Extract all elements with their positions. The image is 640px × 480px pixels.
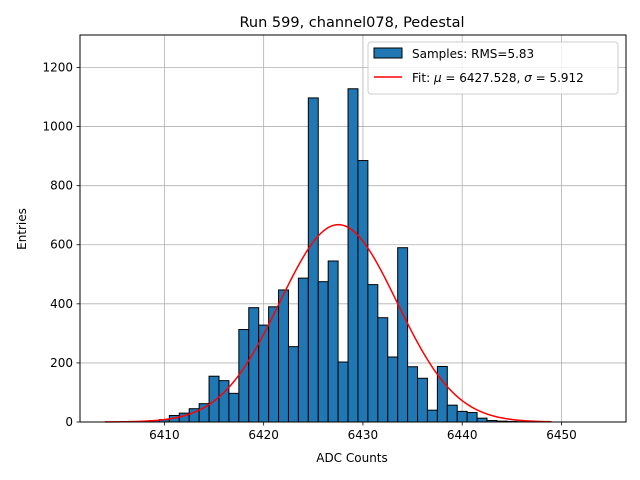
y-tick-label: 600: [50, 238, 73, 252]
histogram-bar: [466, 412, 478, 423]
histogram-bar: [476, 417, 488, 423]
histogram-bar: [307, 97, 319, 423]
legend-fit-label: Fit: μ = 6427.528, σ = 5.912: [412, 71, 584, 85]
histogram-bars: [139, 88, 528, 423]
legend-box: [367, 41, 619, 95]
histogram-bar: [317, 281, 329, 423]
legend-fit-mu-symbol: μ: [433, 71, 442, 85]
histogram-bar: [248, 307, 260, 423]
x-tick-label: 6430: [348, 428, 379, 442]
histogram-bar: [446, 404, 458, 423]
legend-samples-swatch: [373, 47, 403, 59]
histogram-bar: [337, 361, 349, 423]
fit-curve: [104, 223, 552, 423]
legend-fit-mu-value: = 6427.528,: [442, 71, 525, 85]
legend-samples-label: Samples: RMS=5.83: [412, 47, 534, 61]
legend-fit-sigma-symbol: σ: [524, 71, 532, 85]
x-tick-label: 6450: [546, 428, 577, 442]
x-tick-label: 6440: [447, 428, 478, 442]
legend: Samples: RMS=5.83 Fit: μ = 6427.528, σ =…: [367, 41, 619, 95]
histogram-bar: [327, 260, 339, 423]
histogram-bar: [417, 377, 428, 423]
histogram-bar: [278, 289, 289, 423]
plot-frame: [79, 34, 627, 423]
x-tick-label: 6410: [149, 428, 180, 442]
histogram-bar: [238, 329, 250, 423]
y-axis-ticks: 0 200 400 600 800 1000 1200: [42, 60, 80, 429]
histogram-bar: [407, 366, 419, 423]
y-tick-label: 0: [65, 415, 73, 429]
chart-title: Run 599, channel078, Pedestal: [239, 15, 464, 31]
x-axis-ticks: 6410 6420 6430 6440 6450: [149, 422, 577, 442]
legend-fit-prefix: Fit:: [412, 71, 434, 85]
legend-fit-sigma-value: = 5.912: [532, 71, 584, 85]
histogram-bar: [436, 365, 448, 423]
histogram-bar: [456, 410, 468, 423]
histogram-bar: [297, 277, 309, 423]
histogram-bar: [198, 403, 210, 423]
histogram-bar: [397, 247, 409, 423]
y-tick-label: 400: [50, 297, 73, 311]
y-tick-label: 800: [50, 179, 73, 193]
x-axis-label: ADC Counts: [316, 451, 388, 465]
histogram-bar: [218, 380, 230, 423]
fit-curve-layer: [104, 223, 552, 423]
y-tick-label: 1200: [42, 60, 73, 74]
y-tick-label: 200: [50, 356, 73, 370]
x-tick-label: 6420: [248, 428, 279, 442]
histogram-bar: [426, 409, 438, 423]
y-tick-label: 1000: [42, 120, 73, 134]
histogram-bar: [228, 392, 240, 423]
histogram-bar: [347, 88, 359, 423]
histogram-bar: [268, 306, 280, 423]
histogram-bar: [387, 356, 399, 423]
histogram-bar: [287, 346, 299, 423]
y-axis-label: Entries: [15, 208, 29, 250]
histogram-bar: [367, 284, 379, 423]
histogram-bar: [357, 160, 369, 423]
histogram-bar: [377, 317, 389, 423]
